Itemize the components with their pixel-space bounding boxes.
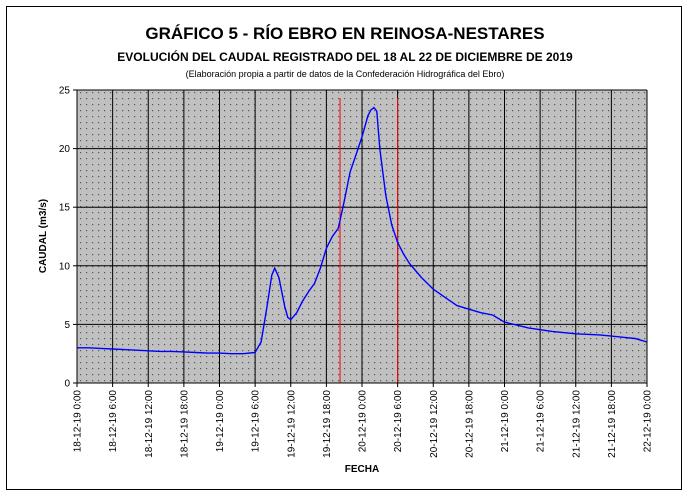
x-tick-label: 21-12-19 18:00 — [607, 390, 618, 458]
x-tick-label: 19-12-19 0:00 — [215, 390, 226, 453]
x-tick-label: 18-12-19 0:00 — [73, 390, 84, 453]
x-tick-label: 19-12-19 12:00 — [286, 390, 297, 458]
x-axis-label: FECHA — [345, 464, 379, 475]
y-tick-label: 25 — [59, 86, 71, 97]
chart-subtitle: EVOLUCIÓN DEL CAUDAL REGISTRADO DEL 18 A… — [117, 50, 573, 64]
y-tick-label: 15 — [59, 203, 71, 214]
x-tick-label: 18-12-19 12:00 — [144, 390, 155, 458]
x-tick-label: 21-12-19 12:00 — [571, 390, 582, 458]
x-tick-label: 19-12-19 18:00 — [322, 390, 333, 458]
x-tick-label: 22-12-19 0:00 — [643, 390, 654, 453]
x-tick-label: 21-12-19 6:00 — [536, 390, 547, 453]
y-tick-label: 5 — [64, 320, 70, 331]
x-tick-label: 18-12-19 6:00 — [108, 390, 119, 453]
x-tick-label: 20-12-19 0:00 — [358, 390, 369, 453]
x-tick-label: 20-12-19 18:00 — [464, 390, 475, 458]
x-tick-label: 20-12-19 12:00 — [429, 390, 440, 458]
y-tick-label: 0 — [64, 379, 70, 390]
caudal-series-line — [77, 106, 648, 355]
x-tick-label: 19-12-19 6:00 — [251, 390, 262, 453]
x-tick-label: 18-12-19 18:00 — [179, 390, 190, 458]
y-tick-label: 20 — [59, 144, 71, 155]
chart-title: GRÁFICO 5 - RÍO EBRO EN REINOSA-NESTARES — [145, 24, 545, 43]
chart-note: (Elaboración propia a partir de datos de… — [185, 69, 505, 79]
y-tick-label: 10 — [59, 261, 71, 272]
y-axis-label: CAUDAL (m3/s) — [38, 199, 49, 273]
x-tick-label: 20-12-19 6:00 — [393, 390, 404, 453]
x-tick-label: 21-12-19 0:00 — [500, 390, 511, 453]
